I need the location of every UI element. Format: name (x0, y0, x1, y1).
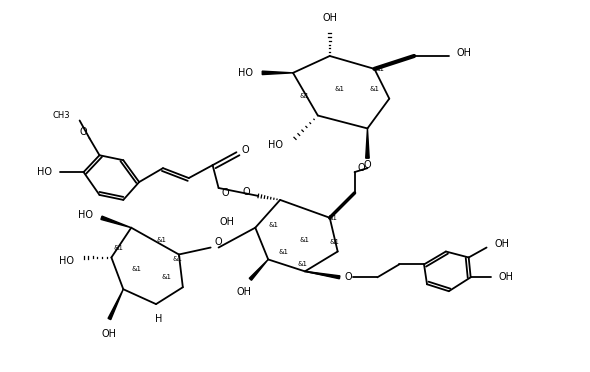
Text: OH: OH (499, 272, 513, 282)
Text: &1: &1 (335, 86, 345, 92)
Text: OH: OH (322, 13, 337, 23)
Text: &1: &1 (161, 274, 171, 280)
Text: O: O (222, 188, 229, 198)
Text: &1: &1 (131, 266, 141, 272)
Text: OH: OH (219, 217, 234, 227)
Polygon shape (305, 271, 340, 279)
Text: H: H (155, 314, 163, 324)
Polygon shape (108, 289, 123, 320)
Text: &1: &1 (375, 66, 385, 72)
Text: HO: HO (77, 210, 93, 220)
Text: &1: &1 (328, 215, 337, 221)
Text: O: O (215, 237, 222, 247)
Text: O: O (363, 160, 371, 170)
Text: O: O (358, 163, 365, 173)
Polygon shape (101, 216, 131, 228)
Text: &1: &1 (278, 248, 288, 254)
Text: HO: HO (37, 167, 52, 177)
Text: O: O (242, 187, 250, 197)
Text: O: O (241, 145, 249, 155)
Text: OH: OH (457, 48, 472, 58)
Text: HO: HO (238, 68, 253, 78)
Text: &1: &1 (330, 238, 340, 244)
Polygon shape (262, 71, 293, 75)
Text: OH: OH (102, 329, 117, 339)
Text: &1: &1 (300, 237, 310, 243)
Text: O: O (80, 127, 87, 137)
Polygon shape (249, 259, 268, 280)
Text: HO: HO (58, 256, 74, 266)
Text: &1: &1 (113, 244, 123, 250)
Text: &1: &1 (268, 222, 278, 228)
Polygon shape (366, 128, 369, 158)
Text: HO: HO (268, 140, 283, 150)
Text: &1: &1 (369, 86, 379, 92)
Text: &1: &1 (173, 256, 183, 263)
Text: CH3: CH3 (52, 111, 70, 120)
Text: &1: &1 (298, 262, 308, 267)
Text: &1: &1 (156, 237, 166, 243)
Text: O: O (345, 272, 352, 282)
Text: OH: OH (494, 238, 510, 248)
Text: OH: OH (237, 287, 252, 297)
Text: &1: &1 (300, 93, 310, 99)
